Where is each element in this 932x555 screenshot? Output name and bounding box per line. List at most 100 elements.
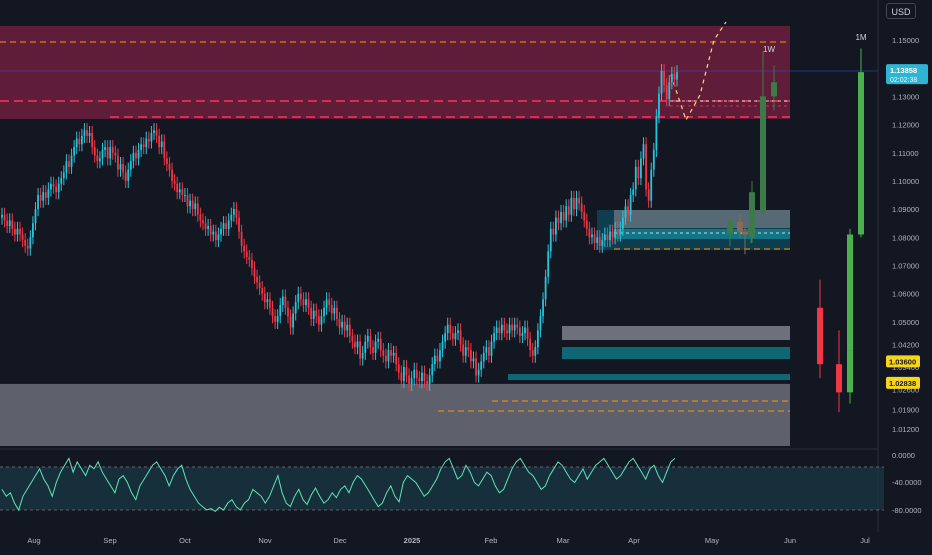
daily-candle xyxy=(488,347,490,356)
time-tick-label: Feb xyxy=(485,536,498,545)
daily-candle xyxy=(624,206,627,218)
htf-candles-layer: 1W 1M xyxy=(727,33,867,413)
daily-candle xyxy=(578,197,580,204)
daily-candle xyxy=(32,223,34,238)
monthly-label: 1M xyxy=(855,33,866,42)
daily-candle xyxy=(403,366,405,382)
daily-candle xyxy=(117,155,119,170)
daily-candle xyxy=(583,211,586,221)
teal-block xyxy=(508,374,790,380)
daily-candle xyxy=(531,350,534,356)
daily-candle xyxy=(609,231,611,241)
daily-candle xyxy=(588,228,591,238)
daily-candle xyxy=(65,161,68,173)
daily-candle xyxy=(320,316,323,325)
daily-candle xyxy=(593,234,596,243)
daily-candle xyxy=(477,369,480,376)
daily-candle xyxy=(305,299,307,305)
rsi-line xyxy=(1,457,676,513)
daily-candle xyxy=(163,141,166,159)
price-tick-label: 1.01900 xyxy=(892,405,919,414)
currency-button[interactable]: USD xyxy=(886,3,916,19)
daily-candle xyxy=(3,214,6,221)
daily-candle xyxy=(70,155,73,167)
daily-candle xyxy=(580,203,583,212)
daily-candle xyxy=(114,152,117,156)
daily-candle xyxy=(446,324,449,334)
time-tick-label: Dec xyxy=(333,536,347,545)
daily-candle xyxy=(307,299,310,308)
daily-candle xyxy=(178,189,181,193)
daily-candle xyxy=(137,149,140,159)
daily-candle xyxy=(297,293,300,303)
monthly-candle xyxy=(817,307,823,365)
daily-candle xyxy=(150,133,153,142)
daily-candle xyxy=(642,144,645,159)
daily-candle xyxy=(603,234,606,241)
daily-candle xyxy=(243,245,246,252)
price-tag-value: 1.02838 xyxy=(889,379,916,388)
weekly-candle xyxy=(760,96,766,212)
time-tick-label: Jul xyxy=(860,536,870,545)
daily-candle xyxy=(426,381,428,384)
daily-candle xyxy=(356,341,359,348)
daily-candle xyxy=(616,228,619,235)
daily-candle xyxy=(119,164,122,170)
daily-candles-layer xyxy=(1,63,678,391)
daily-candle xyxy=(328,299,331,305)
daily-candle xyxy=(341,321,343,328)
daily-candle xyxy=(8,220,11,227)
daily-candle xyxy=(158,135,161,148)
daily-candle xyxy=(354,341,356,348)
daily-candle xyxy=(529,338,532,351)
price-tick-label: 1.15000 xyxy=(892,36,919,45)
daily-candle xyxy=(557,217,560,224)
daily-candle xyxy=(645,144,647,190)
daily-candle xyxy=(153,130,155,134)
daily-candle xyxy=(516,324,519,328)
daily-candle xyxy=(480,361,483,370)
rsi-tick-label: 0.0000 xyxy=(892,451,915,460)
daily-candle xyxy=(395,352,398,365)
daily-candle xyxy=(436,355,439,362)
daily-candle xyxy=(485,347,488,353)
daily-candle xyxy=(52,183,55,187)
daily-candle xyxy=(658,93,660,117)
daily-candle xyxy=(508,324,511,334)
teal-block xyxy=(562,347,790,359)
daily-candle xyxy=(652,149,655,170)
daily-candle xyxy=(585,220,588,229)
daily-candle xyxy=(276,316,279,322)
daily-candle xyxy=(547,251,550,277)
daily-candle xyxy=(663,71,666,86)
time-tick-label: Oct xyxy=(179,536,192,545)
daily-candle xyxy=(570,197,573,215)
daily-candle xyxy=(346,324,349,331)
daily-candle xyxy=(279,304,282,317)
daily-candle xyxy=(34,209,37,224)
daily-candle xyxy=(374,341,377,353)
daily-candle xyxy=(289,316,292,328)
daily-candle xyxy=(619,228,622,235)
monthly-candle xyxy=(836,364,842,393)
price-tick-label: 1.13000 xyxy=(892,92,919,101)
daily-candle xyxy=(565,206,568,221)
daily-candle xyxy=(400,372,403,382)
daily-candle xyxy=(299,293,302,300)
daily-candle xyxy=(83,130,86,136)
daily-candle xyxy=(225,223,228,229)
daily-candle xyxy=(253,268,256,277)
daily-candle xyxy=(439,350,441,362)
daily-candle xyxy=(526,327,529,339)
weekly-candle xyxy=(737,221,743,232)
daily-candle xyxy=(457,330,459,334)
daily-candle xyxy=(251,259,253,269)
price-tick-label: 1.10000 xyxy=(892,177,919,186)
price-tick-label: 1.11000 xyxy=(892,149,919,158)
time-tick-label: May xyxy=(705,536,719,545)
daily-candle xyxy=(544,276,547,300)
daily-candle xyxy=(80,135,83,145)
daily-candle xyxy=(96,155,99,162)
